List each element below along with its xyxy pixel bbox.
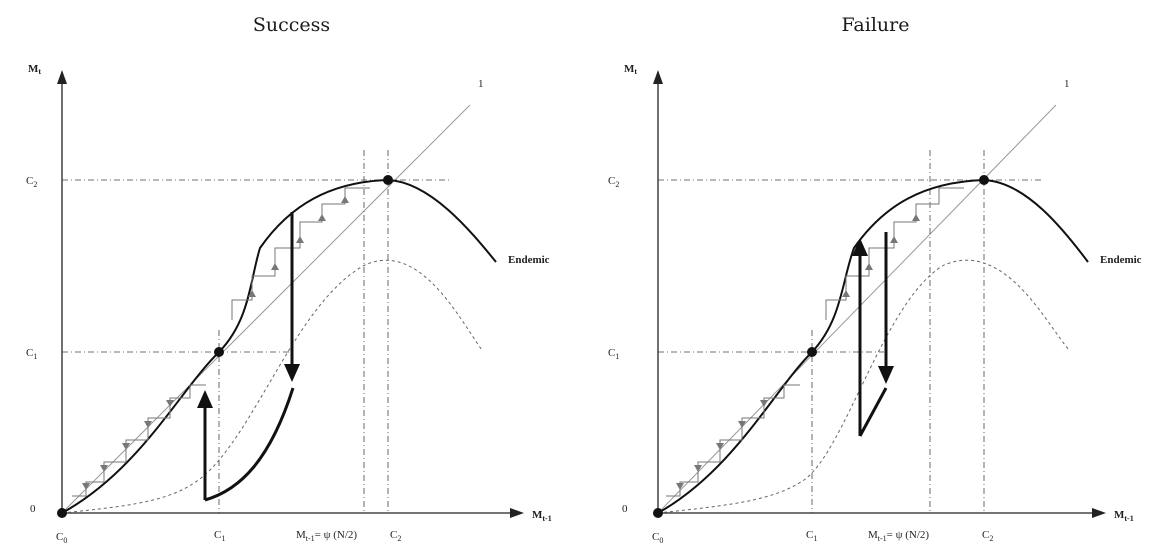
- fixed-point-c1: [807, 347, 817, 357]
- endemic-curve: [657, 178, 1089, 514]
- x-tick-mid: Mt-1= ψ (N/2): [296, 529, 357, 543]
- panel-title: Failure: [841, 14, 910, 36]
- y-axis-arrow: [57, 70, 67, 84]
- fixed-point-c0: [653, 508, 663, 518]
- diagonal-label: 1: [1064, 78, 1070, 90]
- y-tick-c2: C2: [26, 175, 37, 189]
- cobweb-arrows: [82, 196, 349, 490]
- y-axis-label: Mt: [28, 63, 41, 76]
- cobweb-steps: [666, 187, 964, 497]
- diagonal-label: 1: [478, 78, 484, 90]
- success-panel: Success 1 Endemic: [0, 0, 583, 552]
- fixed-point-c2: [979, 175, 989, 185]
- x-axis-label: Mt-1: [1114, 509, 1134, 523]
- x-axis-arrow: [510, 508, 524, 518]
- cobweb-steps: [72, 187, 370, 497]
- x-tick-c2: C2: [982, 529, 993, 543]
- y-tick-zero: 0: [30, 503, 36, 515]
- y-tick-c2: C2: [608, 175, 619, 189]
- fixed-point-c1: [214, 347, 224, 357]
- x-axis-arrow: [1092, 508, 1106, 518]
- x-tick-c0: C0: [56, 531, 67, 545]
- failure-panel: Failure 1 Endemic: [584, 0, 1167, 552]
- jump-up-arrow: [852, 238, 868, 256]
- x-tick-c1: C1: [214, 529, 225, 543]
- diagonal-line: [61, 104, 471, 514]
- jump-down-arrow: [878, 366, 894, 384]
- endemic-label: Endemic: [1100, 254, 1142, 266]
- bold-lower-segment: [858, 387, 888, 437]
- y-tick-zero: 0: [622, 503, 628, 515]
- jump-up-arrow: [197, 390, 213, 408]
- lower-dotted-curve: [61, 259, 483, 514]
- guide-lines: [62, 150, 450, 513]
- endemic-curve: [61, 178, 497, 514]
- x-tick-c0: C0: [652, 531, 663, 545]
- y-tick-c1: C1: [608, 347, 619, 361]
- x-tick-c1: C1: [806, 529, 817, 543]
- diagonal-line: [657, 104, 1057, 514]
- jump-down-arrow: [284, 364, 300, 382]
- endemic-label: Endemic: [508, 254, 550, 266]
- panel-title: Success: [252, 14, 331, 36]
- bold-lower-segment: [204, 387, 295, 502]
- y-axis-arrow: [653, 70, 663, 84]
- success-diagram: 1 Endemic: [26, 63, 552, 545]
- x-tick-c2: C2: [390, 529, 401, 543]
- x-tick-mid: Mt-1= ψ (N/2): [868, 529, 929, 543]
- x-axis-label: Mt-1: [532, 509, 552, 523]
- y-tick-c1: C1: [26, 347, 37, 361]
- guide-lines: [658, 150, 1044, 513]
- lower-dotted-curve: [657, 259, 1070, 514]
- failure-diagram: 1 Endemic: [608, 63, 1142, 545]
- fixed-point-c0: [57, 508, 67, 518]
- fixed-point-c2: [383, 175, 393, 185]
- y-axis-label: Mt: [624, 63, 637, 76]
- cobweb-arrows: [676, 214, 920, 490]
